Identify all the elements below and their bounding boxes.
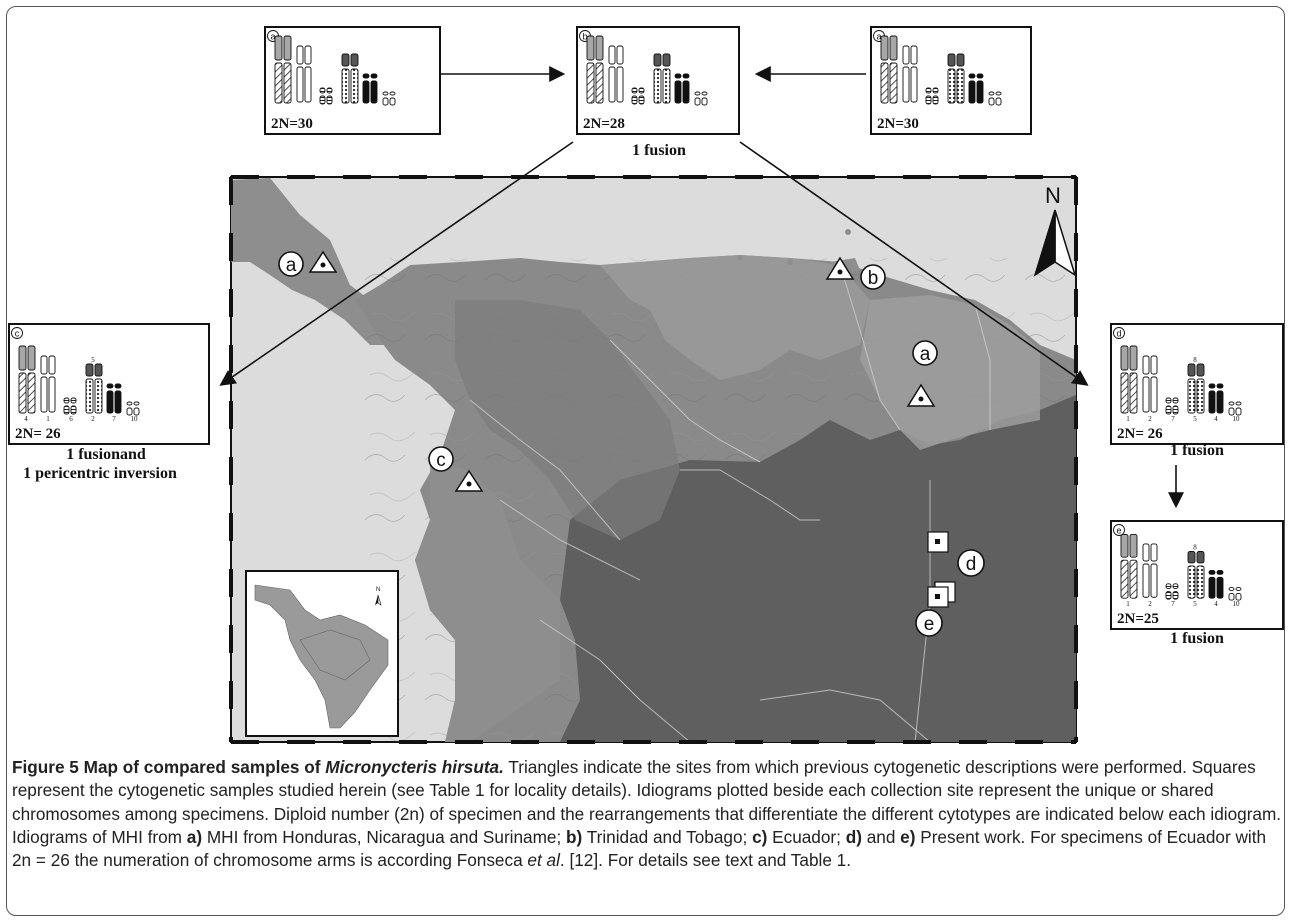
svg-text:5: 5: [1193, 600, 1197, 608]
svg-text:10: 10: [131, 415, 139, 423]
svg-text:2N=30: 2N=30: [271, 116, 313, 132]
svg-text:c: c: [436, 450, 446, 471]
panel-c-note-2: 1 pericentric inversion: [23, 465, 177, 482]
svg-text:a: a: [920, 344, 931, 365]
svg-text:5: 5: [1193, 415, 1197, 423]
svg-text:2: 2: [1148, 600, 1152, 608]
figure-frame: [6, 6, 1285, 916]
svg-text:4: 4: [24, 415, 28, 423]
panel-d-right: d 1 2 7 5 4 10 8 2N= 26: [1110, 323, 1284, 445]
svg-text:2: 2: [1148, 415, 1152, 423]
svg-text:e: e: [924, 614, 935, 635]
panel-b-note: 1 fusion: [632, 142, 686, 159]
svg-text:7: 7: [1171, 415, 1175, 423]
site-triangle-a-suriname: a: [906, 340, 938, 407]
svg-text:4: 4: [1214, 600, 1218, 608]
site-square-e: e: [915, 581, 956, 637]
svg-text:2N= 26: 2N= 26: [1117, 426, 1163, 442]
site-triangle-b-trinidad: b: [825, 256, 886, 290]
figure-graphic: N N a b a: [8, 26, 1284, 744]
svg-text:a: a: [286, 255, 297, 276]
svg-text:4: 4: [1214, 415, 1218, 423]
guianas-region: [860, 295, 1040, 450]
svg-text:10: 10: [1233, 600, 1241, 608]
venezuela-region: [600, 255, 870, 380]
svg-text:2: 2: [91, 415, 95, 423]
panel-b-top: b 2N=28: [576, 26, 740, 135]
svg-text:2N=25: 2N=25: [1117, 611, 1159, 627]
panel-e-note: 1 fusion: [1170, 630, 1224, 647]
svg-text:d: d: [1116, 329, 1121, 339]
svg-text:8: 8: [1193, 356, 1197, 364]
svg-text:7: 7: [112, 415, 116, 423]
svg-text:a: a: [876, 32, 881, 42]
ecuador-peru-region: [415, 460, 560, 742]
caption-title: Figure 5 Map of compared samples of Micr…: [12, 757, 504, 777]
svg-text:10: 10: [1233, 415, 1241, 423]
svg-text:7: 7: [1171, 600, 1175, 608]
svg-text:5: 5: [91, 356, 95, 364]
north-arrow-icon: N: [1033, 183, 1077, 277]
svg-text:2N=28: 2N=28: [583, 116, 625, 132]
svg-text:6: 6: [69, 415, 73, 423]
site-triangle-c-ecuador: c: [428, 446, 484, 492]
site-square-d: d: [927, 531, 985, 577]
panel-a-right: a 2N=30: [870, 26, 1032, 135]
svg-text:a: a: [270, 32, 275, 42]
svg-text:1: 1: [46, 415, 50, 423]
panel-e-right: e 1 2 7 5 4 10 8 2N=25: [1110, 520, 1284, 630]
svg-text:8: 8: [1193, 544, 1197, 552]
brazil-region: [560, 395, 1076, 742]
site-triangle-a-honduras: a: [278, 250, 338, 277]
panel-d-note: 1 fusion: [1170, 442, 1224, 459]
map: N N a b a: [229, 175, 1078, 744]
svg-text:c: c: [15, 329, 20, 339]
svg-text:N: N: [376, 587, 380, 593]
svg-text:b: b: [868, 268, 879, 289]
colombia-region: [455, 300, 680, 540]
svg-text:d: d: [966, 554, 977, 575]
svg-text:b: b: [582, 32, 587, 42]
svg-text:2N= 26: 2N= 26: [15, 426, 61, 442]
panel-c-left: c 4 1 6 2 7 10 5 2N= 26: [8, 323, 210, 445]
panel-a-left: a 2N=30: [264, 26, 441, 135]
svg-text:e: e: [1116, 526, 1121, 536]
svg-text:1: 1: [1126, 415, 1130, 423]
svg-text:1: 1: [1126, 600, 1130, 608]
connection-arrows: [219, 66, 1184, 509]
svg-text:2N=30: 2N=30: [877, 116, 919, 132]
svg-text:N: N: [1045, 183, 1061, 208]
figure-caption: Figure 5 Map of compared samples of Micr…: [12, 757, 1282, 871]
panel-c-note-1: 1 fusionand: [66, 446, 146, 463]
inset-map: N: [245, 570, 399, 737]
